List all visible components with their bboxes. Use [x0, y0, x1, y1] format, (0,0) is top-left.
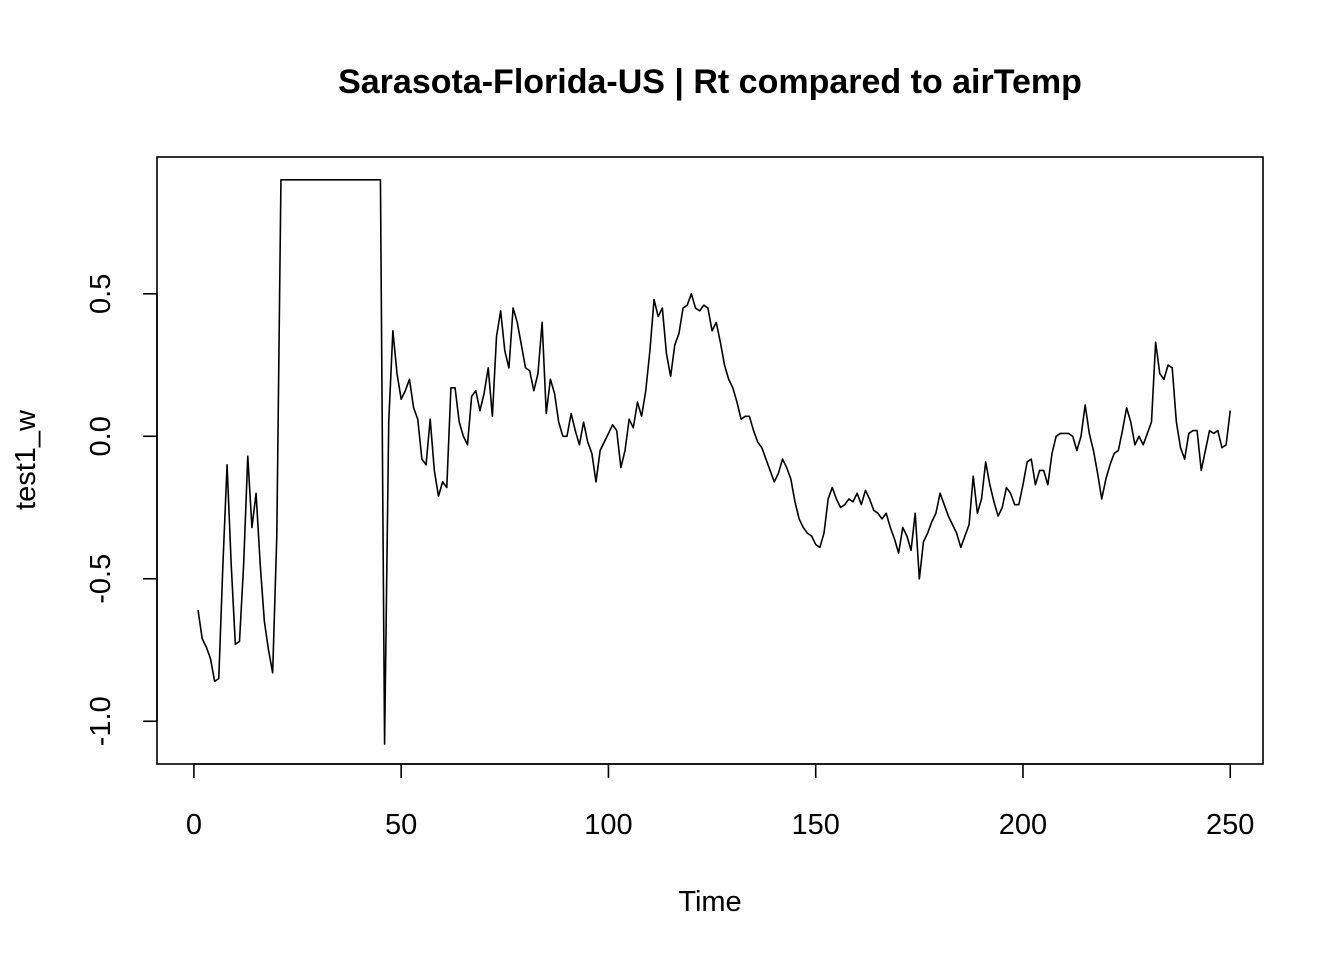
y-tick-label: -1.0: [85, 696, 117, 746]
x-tick-label: 250: [1206, 809, 1254, 841]
x-tick-label: 0: [186, 809, 202, 841]
y-tick-label: -0.5: [85, 554, 117, 604]
plot-area-frame: [156, 156, 1264, 765]
series-line: [197, 179, 1232, 745]
x-axis-label: Time: [678, 886, 741, 918]
y-tick-label: 0.0: [85, 416, 117, 456]
x-tick-label: 200: [999, 809, 1047, 841]
chart-title: Sarasota-Florida-US | Rt compared to air…: [338, 63, 1082, 101]
x-tick-label: 150: [792, 809, 840, 841]
series-layer: [197, 179, 1232, 745]
x-tick-label: 50: [385, 809, 417, 841]
y-tick-label: 0.5: [85, 274, 117, 314]
x-axis: 0 50 100 150 200 250: [186, 763, 1254, 841]
y-axis: -1.0 -0.5 0.0 0.5: [85, 274, 158, 746]
y-axis-label: test1_w: [10, 409, 42, 510]
x-tick-label: 100: [584, 809, 632, 841]
